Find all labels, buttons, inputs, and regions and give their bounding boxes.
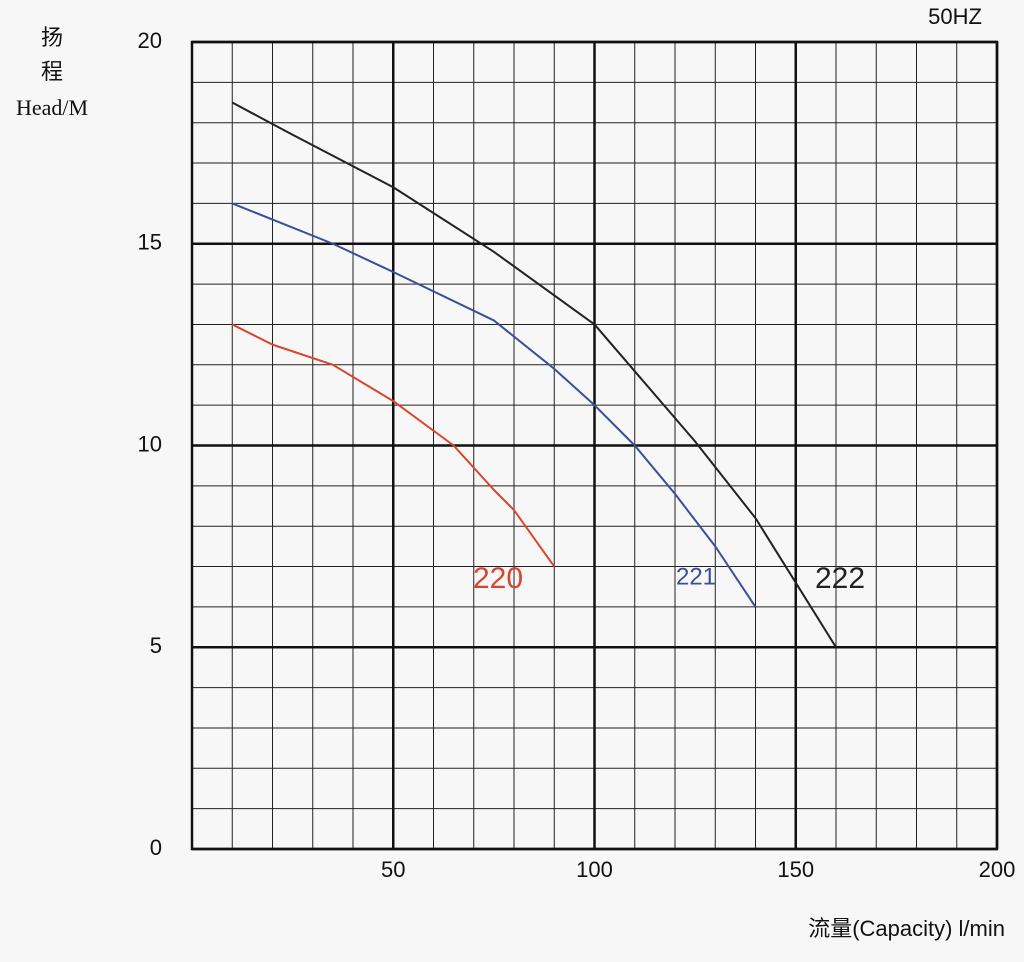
y-tick-label: 10 [138, 431, 162, 456]
y-tick-label: 15 [138, 230, 162, 255]
y-tick-label: 5 [150, 633, 162, 658]
y-tick-label: 0 [150, 835, 162, 860]
x-tick-label: 100 [576, 857, 613, 882]
y-axis-label: 程 [41, 59, 63, 84]
plot-frame [190, 40, 999, 851]
series-label: 220 [473, 562, 523, 595]
y-tick-label: 20 [138, 28, 162, 53]
y-axis-label: 扬 [41, 25, 63, 50]
x-axis-label: 流量(Capacity) l/min [808, 916, 1005, 941]
line-series [231, 323, 556, 568]
x-tick-label: 50 [381, 857, 405, 882]
line-series [231, 101, 837, 648]
series-label: 221 [676, 563, 716, 590]
x-tick-label: 200 [979, 857, 1016, 882]
line-series [231, 202, 757, 608]
annotation: 50HZ [928, 4, 982, 29]
y-axis-label: Head/M [16, 95, 88, 120]
x-tick-label: 150 [777, 857, 814, 882]
series-label: 222 [815, 562, 865, 595]
